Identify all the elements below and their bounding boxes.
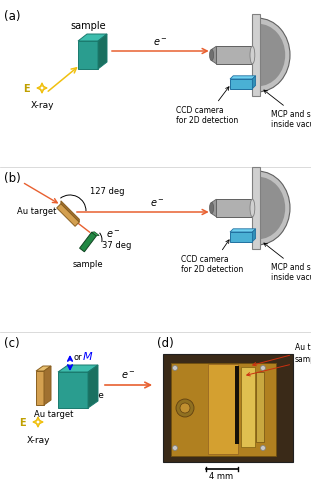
Bar [224, 169, 258, 247]
Bar [253, 14, 260, 96]
Text: CCD camera
for 2D detection: CCD camera for 2D detection [181, 240, 244, 274]
Polygon shape [92, 232, 99, 236]
Text: $\mathbf{E}$: $\mathbf{E}$ [23, 82, 31, 94]
Ellipse shape [176, 399, 194, 417]
Ellipse shape [231, 176, 285, 240]
Ellipse shape [231, 24, 285, 86]
Bar [241, 367, 255, 447]
Ellipse shape [250, 199, 255, 217]
Text: 127 deg: 127 deg [90, 188, 124, 196]
Polygon shape [36, 366, 51, 371]
Polygon shape [78, 34, 107, 41]
Circle shape [261, 446, 266, 450]
Text: $e^-$: $e^-$ [151, 198, 165, 209]
Bar [235, 366, 239, 444]
Text: Au target: Au target [34, 410, 73, 419]
Text: $\mathbf{E}$: $\mathbf{E}$ [19, 416, 27, 428]
Text: $\mathit{M}$: $\mathit{M}$ [82, 350, 93, 362]
Polygon shape [58, 372, 88, 408]
Bar [224, 16, 258, 94]
Text: 4 mm: 4 mm [209, 472, 234, 481]
Text: sample: sample [70, 21, 106, 31]
Text: (c): (c) [4, 337, 20, 350]
Bar [208, 364, 238, 454]
Text: (b): (b) [4, 172, 21, 185]
Bar [230, 232, 253, 241]
Text: (d): (d) [157, 337, 174, 350]
Ellipse shape [210, 202, 214, 213]
Polygon shape [230, 76, 256, 79]
Text: or: or [74, 352, 83, 362]
Text: Au target: Au target [16, 206, 56, 216]
Text: CCD camera
for 2D detection: CCD camera for 2D detection [176, 87, 239, 125]
Ellipse shape [180, 403, 190, 413]
Text: $e^-$: $e^-$ [121, 370, 136, 381]
Text: sample: sample [73, 260, 103, 269]
Bar [216, 46, 253, 64]
Polygon shape [253, 76, 256, 88]
Text: (a): (a) [4, 10, 21, 23]
Ellipse shape [210, 50, 214, 60]
Polygon shape [44, 366, 51, 405]
Polygon shape [57, 204, 79, 227]
Polygon shape [58, 365, 98, 372]
Text: sample: sample [72, 392, 105, 400]
Bar [253, 167, 260, 249]
Ellipse shape [250, 46, 255, 64]
Circle shape [173, 366, 178, 370]
Text: X-ray: X-ray [26, 436, 50, 445]
Ellipse shape [226, 18, 290, 92]
Circle shape [261, 366, 266, 370]
Text: 37 deg: 37 deg [102, 240, 131, 250]
Polygon shape [230, 229, 256, 232]
Text: MCP and screen
inside vacuum: MCP and screen inside vacuum [264, 90, 311, 129]
Text: MCP and screen
inside vacuum: MCP and screen inside vacuum [264, 243, 311, 282]
Bar [171, 363, 276, 456]
Polygon shape [98, 34, 107, 69]
Polygon shape [80, 232, 96, 252]
Polygon shape [211, 46, 216, 64]
Polygon shape [36, 371, 44, 405]
Polygon shape [253, 229, 256, 241]
Ellipse shape [226, 171, 290, 245]
Bar [216, 199, 253, 217]
Text: Au thin film: Au thin film [253, 344, 311, 366]
Text: $e^-$: $e^-$ [153, 37, 168, 48]
Polygon shape [61, 201, 79, 222]
Text: $e^-$: $e^-$ [106, 228, 121, 239]
Circle shape [173, 446, 178, 450]
Polygon shape [211, 199, 216, 217]
Text: X-ray: X-ray [30, 101, 54, 110]
Text: sample: sample [247, 356, 311, 376]
Polygon shape [78, 41, 98, 69]
Bar [256, 372, 264, 442]
Polygon shape [88, 365, 98, 408]
Bar [230, 79, 253, 88]
Bar [163, 354, 293, 462]
